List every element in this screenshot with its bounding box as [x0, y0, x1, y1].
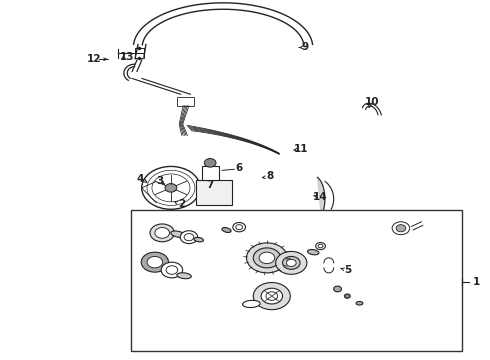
- Text: 7: 7: [206, 180, 214, 190]
- Bar: [130, 210, 462, 351]
- Circle shape: [334, 286, 342, 292]
- Text: 12: 12: [87, 54, 101, 64]
- Circle shape: [253, 283, 290, 310]
- Bar: [202, 166, 219, 180]
- Circle shape: [180, 231, 198, 244]
- Circle shape: [184, 234, 194, 241]
- Ellipse shape: [243, 300, 260, 307]
- Ellipse shape: [194, 237, 203, 242]
- Text: 10: 10: [365, 97, 379, 107]
- Polygon shape: [318, 177, 325, 216]
- Bar: [135, 49, 145, 58]
- Text: 3: 3: [156, 176, 163, 186]
- Circle shape: [246, 243, 288, 273]
- Ellipse shape: [171, 231, 186, 238]
- Text: 6: 6: [236, 163, 243, 173]
- Circle shape: [344, 294, 350, 298]
- Circle shape: [318, 244, 323, 248]
- Text: 5: 5: [344, 265, 352, 275]
- Circle shape: [276, 251, 307, 274]
- Circle shape: [150, 224, 174, 242]
- Circle shape: [287, 259, 296, 266]
- Text: 2: 2: [178, 199, 185, 209]
- Circle shape: [161, 262, 183, 278]
- Text: 8: 8: [267, 171, 274, 181]
- Text: 13: 13: [120, 52, 134, 62]
- Circle shape: [147, 256, 163, 268]
- Text: 4: 4: [137, 174, 144, 184]
- Circle shape: [253, 248, 281, 268]
- Circle shape: [165, 184, 177, 192]
- Text: 1: 1: [473, 277, 480, 287]
- Circle shape: [141, 252, 169, 272]
- Text: 11: 11: [294, 144, 308, 154]
- Circle shape: [396, 225, 406, 232]
- Circle shape: [204, 158, 216, 167]
- Ellipse shape: [222, 228, 231, 233]
- Text: 14: 14: [313, 192, 328, 202]
- Bar: [177, 97, 195, 106]
- Ellipse shape: [177, 273, 191, 279]
- Circle shape: [155, 228, 170, 238]
- Circle shape: [283, 256, 300, 269]
- Circle shape: [261, 288, 283, 304]
- Text: 9: 9: [302, 42, 309, 53]
- Circle shape: [392, 222, 410, 235]
- Circle shape: [236, 225, 243, 230]
- Circle shape: [259, 252, 275, 264]
- Circle shape: [233, 222, 245, 232]
- Ellipse shape: [308, 249, 319, 255]
- Circle shape: [166, 266, 178, 274]
- Circle shape: [316, 243, 325, 249]
- Circle shape: [266, 292, 278, 300]
- Ellipse shape: [356, 301, 363, 305]
- Bar: [196, 180, 232, 205]
